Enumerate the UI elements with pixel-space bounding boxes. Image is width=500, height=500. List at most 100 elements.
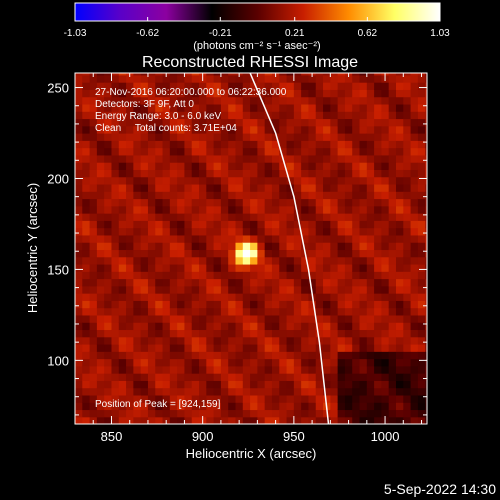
heatmap-cell — [213, 74, 222, 83]
heatmap-cell — [359, 387, 368, 396]
heatmap-cell — [242, 387, 251, 396]
heatmap-cell — [155, 162, 164, 170]
heatmap-cell — [264, 133, 273, 141]
heatmap-cell — [279, 358, 288, 367]
heatmap-cell — [308, 89, 317, 98]
heatmap-cell — [111, 336, 120, 345]
heatmap-cell — [220, 365, 229, 374]
heatmap-cell — [118, 74, 127, 83]
heatmap-cell — [199, 242, 207, 251]
heatmap-cell — [366, 358, 375, 367]
heatmap-cell — [169, 154, 178, 163]
heatmap-cell — [293, 183, 302, 192]
heatmap-cell — [308, 373, 317, 381]
heatmap-cell — [359, 343, 368, 352]
heatmap-cell — [220, 343, 229, 352]
heatmap-cell — [417, 256, 426, 265]
heatmap-cell — [374, 213, 383, 221]
heatmap-cell — [199, 183, 207, 192]
heatmap-cell — [206, 358, 215, 367]
heatmap-cell — [191, 74, 200, 83]
heatmap-cell — [235, 285, 244, 294]
heatmap-cell — [323, 103, 331, 112]
heatmap-cell — [242, 227, 251, 236]
heatmap-cell — [228, 373, 237, 381]
heatmap-cell — [271, 213, 280, 221]
heatmap-cell — [315, 183, 324, 192]
heatmap-cell — [410, 285, 419, 294]
heatmap-cell — [96, 387, 105, 396]
y-tick-label: 150 — [47, 262, 69, 277]
heatmap-cell — [228, 183, 237, 192]
heatmap-cell — [279, 133, 288, 141]
heatmap-cell — [279, 118, 288, 127]
heatmap-cell — [359, 293, 368, 301]
heatmap-cell — [82, 133, 91, 141]
heatmap-cell — [177, 242, 186, 251]
heatmap-cell — [177, 234, 186, 243]
heatmap-cell — [140, 242, 149, 251]
heatmap-cell — [410, 387, 419, 396]
plot-frame — [74, 72, 428, 425]
heatmap-cell — [75, 118, 83, 127]
heatmap-cell — [155, 409, 164, 418]
heatmap-cell — [323, 300, 331, 309]
heatmap-cell — [177, 314, 186, 323]
heatmap-cell — [330, 74, 339, 83]
heatmap-cell — [89, 96, 98, 105]
heatmap-cell — [410, 409, 419, 418]
heatmap-cell — [155, 278, 164, 287]
heatmap-cell — [242, 147, 251, 156]
heatmap-cell — [206, 336, 215, 345]
heatmap-cell — [366, 293, 375, 301]
heatmap-cell — [315, 416, 324, 424]
heatmap-cell — [315, 73, 324, 76]
heatmap-cell — [403, 147, 412, 156]
heatmap-cell — [169, 111, 178, 120]
heatmap-cell — [104, 373, 113, 381]
heatmap-cell — [417, 213, 426, 221]
heatmap-cell — [293, 103, 302, 112]
heatmap-cell — [213, 118, 222, 127]
heatmap-cell — [264, 336, 273, 345]
heatmap-cell — [199, 191, 207, 200]
heatmap-cell — [169, 336, 178, 345]
heatmap-cell — [126, 387, 134, 396]
heatmap-cell — [395, 242, 404, 251]
heatmap-cell — [315, 256, 324, 265]
heatmap-cell — [206, 89, 215, 98]
heatmap-cell — [250, 125, 258, 134]
heatmap-cell — [366, 140, 375, 149]
heatmap-cell — [140, 322, 149, 331]
heatmap-cell — [184, 205, 193, 214]
heatmap-cell — [381, 249, 390, 258]
heatmap-cell — [425, 300, 427, 309]
heatmap-cell — [82, 249, 91, 258]
heatmap-cell — [235, 103, 244, 112]
heatmap-cell — [140, 285, 149, 294]
heatmap-cell — [257, 73, 266, 76]
heatmap-cell — [184, 380, 193, 389]
heatmap-cell — [228, 103, 237, 112]
heatmap-cell — [403, 322, 412, 331]
heatmap-cell — [133, 227, 142, 236]
heatmap-cell — [315, 140, 324, 149]
heatmap-cell — [184, 278, 193, 287]
heatmap-cell — [403, 89, 412, 98]
heatmap-cell — [162, 96, 171, 105]
heatmap-cell — [330, 394, 339, 403]
heatmap-cell — [235, 125, 244, 134]
heatmap-cell — [191, 118, 200, 127]
heatmap-cell — [89, 322, 98, 331]
heatmap-cell — [242, 125, 251, 134]
heatmap-cell — [89, 351, 98, 360]
heatmap-cell — [155, 394, 164, 403]
heatmap-cell — [403, 365, 412, 374]
heatmap-cell — [425, 133, 427, 141]
heatmap-cell — [147, 409, 156, 418]
heatmap-cell — [337, 125, 346, 134]
heatmap-cell — [235, 256, 244, 265]
heatmap-cell — [177, 365, 186, 374]
heatmap-cell — [75, 198, 83, 207]
heatmap-cell — [184, 169, 193, 178]
